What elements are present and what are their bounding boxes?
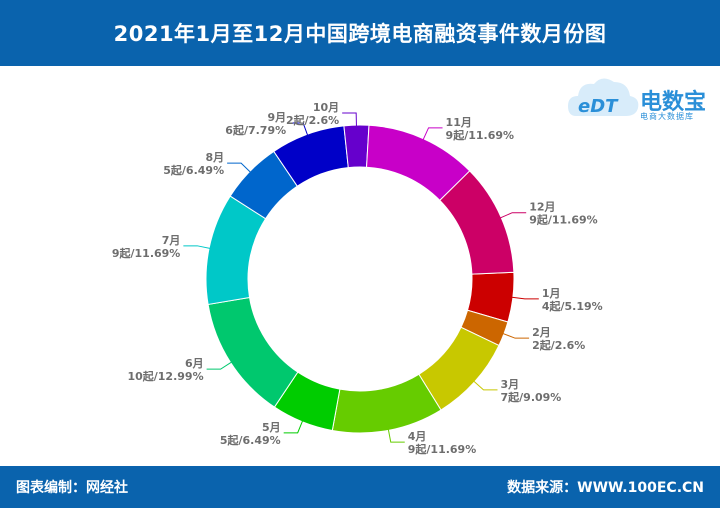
- value-label: 7起/9.09%: [501, 390, 562, 404]
- donut-chart: 1月4起/5.19%2月2起/2.6%3月7起/9.09%4月9起/11.69%…: [112, 101, 603, 456]
- leader-line-11月: [422, 127, 443, 141]
- leader-line-9月: [289, 122, 309, 137]
- month-label: 1月: [542, 287, 561, 300]
- value-label: 9起/11.69%: [529, 213, 598, 227]
- leader-line-2月: [501, 332, 530, 339]
- value-label: 5起/6.49%: [220, 433, 281, 447]
- value-label: 6起/7.79%: [225, 123, 286, 137]
- footer-bar: 图表编制：网经社 数据来源：WWW.100EC.CN: [0, 466, 720, 508]
- leader-line-3月: [472, 380, 498, 391]
- month-label: 6月: [185, 357, 204, 370]
- month-label: 5月: [262, 421, 281, 434]
- month-label: 11月: [446, 116, 472, 129]
- logo-subtitle: 电商大数据库: [640, 112, 694, 121]
- month-label: 7月: [162, 234, 181, 247]
- value-label: 9起/11.69%: [408, 442, 477, 456]
- month-label: 10月: [313, 101, 339, 114]
- chart-title: 2021年1月至12月中国跨境电商融资事件数月份图: [113, 22, 607, 46]
- value-label: 4起/5.19%: [542, 299, 603, 313]
- footer-source: 数据来源：WWW.100EC.CN: [507, 480, 704, 496]
- month-label: 4月: [408, 430, 427, 443]
- cloud-icon: eDT: [568, 78, 639, 117]
- month-label: 9月: [267, 111, 286, 124]
- logo-name: 电数宝: [640, 90, 707, 115]
- slice-12月: [439, 170, 515, 275]
- value-label: 5起/6.49%: [163, 163, 224, 177]
- leader-line-7月: [183, 245, 212, 250]
- month-label: 8月: [205, 151, 224, 164]
- header-bar: 2021年1月至12月中国跨境电商融资事件数月份图: [0, 0, 720, 66]
- month-label: 3月: [501, 378, 520, 391]
- leader-line-8月: [227, 162, 252, 174]
- leader-line-6月: [206, 361, 233, 370]
- leader-line-10月: [342, 112, 357, 128]
- leader-line-12月: [499, 212, 527, 219]
- footer-editor: 图表编制：网经社: [16, 480, 128, 496]
- slice-10月: [343, 124, 370, 169]
- month-label: 12月: [529, 201, 555, 214]
- leader-line-4月: [387, 428, 405, 443]
- logo-badge: eDT: [578, 96, 619, 117]
- value-label: 2起/2.6%: [286, 113, 339, 127]
- leader-line-5月: [283, 419, 304, 434]
- value-label: 2起/2.6%: [532, 338, 585, 352]
- value-label: 9起/11.69%: [446, 128, 515, 142]
- slice-4月: [331, 373, 442, 434]
- month-label: 2月: [532, 326, 551, 339]
- leader-line-1月: [510, 296, 539, 300]
- value-label: 10起/12.99%: [127, 369, 203, 383]
- slice-6月: [207, 296, 299, 408]
- value-label: 9起/11.69%: [112, 246, 181, 260]
